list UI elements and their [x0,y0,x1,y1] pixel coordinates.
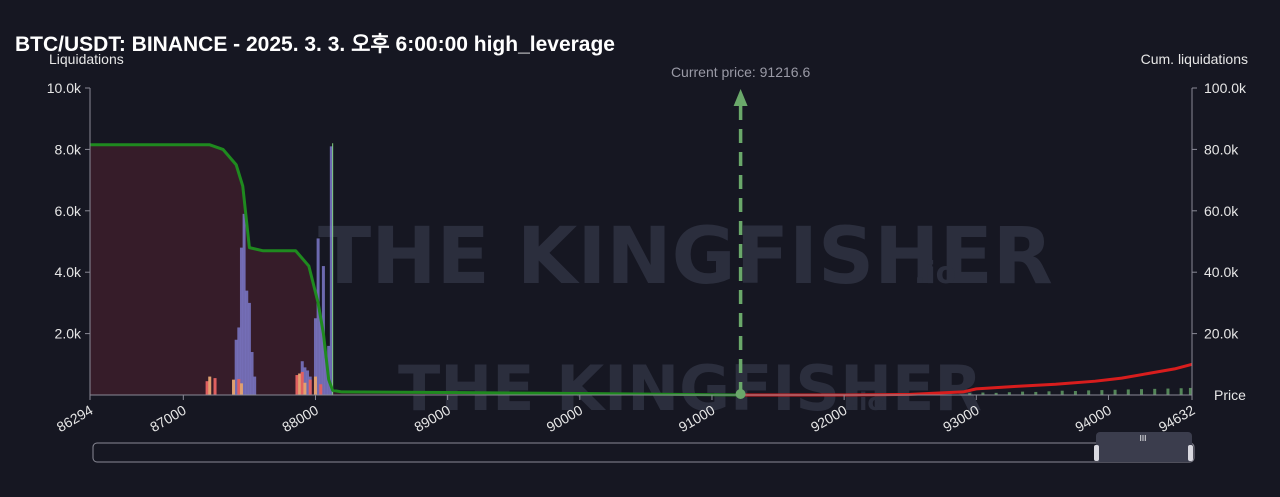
x-tick-label: 88000 [279,402,321,435]
liq-bar [253,376,257,395]
x-tick-label: 94632 [1156,402,1198,435]
liq-bar-right [1073,391,1077,395]
liq-bar-right [1188,387,1192,395]
liq-bar [324,358,328,395]
liq-bar-right [1179,388,1183,395]
line-series [90,143,1193,397]
liq-bar-right [1140,389,1144,395]
watermark-text: THE KINGFISHER [318,212,1053,302]
y2-tick-label: 80.0k [1204,141,1239,157]
liq-bar-right [1100,390,1104,395]
y-tick-label: 2.0k [55,326,82,342]
liq-bar-small [239,383,243,395]
x-tick-label: 94000 [1072,402,1114,435]
range-slider-right-handle[interactable] [1188,445,1193,461]
cum-short-fill [90,144,741,395]
liq-bar-right [1021,391,1025,395]
y2-tick-label: 100.0k [1204,80,1247,96]
liq-bar [242,213,246,395]
x-tick-label: 87000 [147,402,189,435]
range-slider-grip-icon[interactable]: III [1140,434,1147,443]
liq-bar-small [298,373,302,395]
current-price-arrow [733,89,748,106]
liq-bar [239,247,243,395]
liq-bar-small [208,376,212,395]
liq-bar-right [1087,390,1091,395]
liq-bar [303,367,307,395]
liq-bar-right [1007,392,1011,395]
current-price-dot [735,389,746,399]
liq-bar-right [994,392,998,395]
chart-title: BTC/USDT: BINANCE - 2025. 3. 3. 오후 6:00:… [15,33,615,56]
y-tick-label: 8.0k [55,141,82,157]
liq-bar [245,290,249,395]
liq-bar-small [295,375,299,395]
liq-bar [306,370,310,395]
liq-bar [319,318,323,395]
y2-tick-label: 20.0k [1204,326,1239,342]
liq-bar-right [1047,391,1051,395]
liq-bar-small [237,379,241,395]
range-slider[interactable]: III [92,432,1195,463]
cum-long-line [740,362,1193,397]
watermark: THE KINGFISHER .io THE KINGFISHER .io [318,212,1053,425]
liq-bar-right [1126,389,1130,395]
liq-bar-small [213,378,217,395]
liq-bar-right [1153,388,1157,395]
current-price-marker: Current price: 91216.6 [671,64,811,399]
bar-series [205,143,1192,395]
liq-bar [237,327,241,395]
liq-bar-right [1166,388,1170,395]
liq-bar [247,302,251,395]
fill-area [90,144,741,395]
y-tick-label: 6.0k [55,203,82,219]
liq-bar-right [1034,391,1038,395]
liq-bar-right [981,392,985,395]
liq-bar-small [308,379,312,395]
liq-bar-small [303,382,307,395]
y-tick-label: 10.0k [47,80,82,96]
liq-bar [250,352,254,395]
range-slider-window[interactable] [1096,432,1192,462]
y2-tick-label: 40.0k [1204,264,1239,280]
watermark-text-2: THE KINGFISHER [398,352,982,425]
liq-bar [329,146,333,395]
current-price-label: Current price: 91216.6 [671,64,811,80]
liq-bar-small [300,371,304,395]
liq-bar-small [319,384,323,395]
liq-bar-small [232,379,236,395]
range-slider-left-handle[interactable] [1094,445,1099,461]
y-axis-ticks: 2.0k 4.0k 6.0k 8.0k 10.0k [47,80,90,342]
liq-bar [234,339,238,395]
y-tick-label: 4.0k [55,264,82,280]
liq-bar [313,318,317,395]
liq-bar [316,238,320,395]
liq-bar-small [313,376,317,395]
liq-bar-right [1060,390,1064,395]
liq-bar-small [205,381,209,395]
liq-bar-right [1113,389,1117,395]
range-slider-track[interactable] [92,442,1195,463]
y-axis-label: Liquidations [49,51,124,67]
y2-tick-label: 60.0k [1204,203,1239,219]
watermark-suffix-2: .io [850,388,884,416]
x-tick-label: 86294 [54,402,96,435]
cum-short-line [90,143,741,397]
y2-axis-ticks: 20.0k 40.0k 60.0k 80.0k 100.0k [1192,80,1247,342]
watermark-suffix: .io [914,256,956,291]
x-axis-label: Price [1214,387,1246,403]
y2-axis-label: Cum. liquidations [1141,51,1248,67]
liq-bar-right [968,393,972,395]
